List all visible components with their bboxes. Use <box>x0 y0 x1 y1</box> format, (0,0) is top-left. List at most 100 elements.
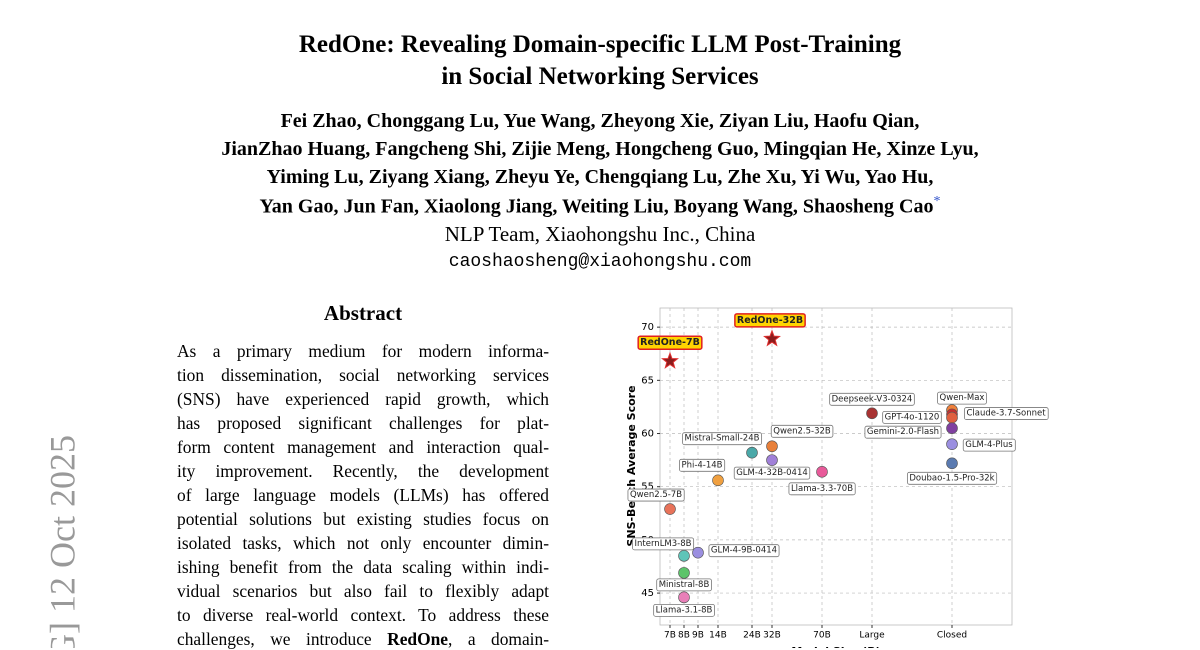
scatter-point <box>678 591 690 604</box>
x-tick-label: Large <box>859 631 885 641</box>
affiliation: NLP Team, Xiaohongshu Inc., China <box>444 222 756 246</box>
abstract-line: to diverse real-world context. To addres… <box>177 605 549 625</box>
y-tick-label: 70 <box>641 322 654 333</box>
point-label: Llama-3.1-8B <box>653 603 715 617</box>
y-tick-label: 65 <box>641 375 654 386</box>
label-box <box>627 488 685 502</box>
abstract-line: form content management and interaction … <box>177 437 549 457</box>
label-box <box>734 313 806 328</box>
label-text: Llama-3.1-8B <box>656 605 713 615</box>
label-box <box>906 471 998 485</box>
scatter-point <box>946 438 958 450</box>
point-label: Claude-3.7-Sonnet <box>964 407 1049 420</box>
label-text: Ministral-8B <box>659 580 710 590</box>
point-label: RedOne-32B <box>734 313 806 328</box>
point-label: InternLM3-8B <box>632 537 695 551</box>
label-text: GLM-4-32B-0414 <box>736 468 808 478</box>
point-label: Doubao-1.5-Pro-32k <box>906 471 998 485</box>
abstract-line: (SNS) have experienced rapid growth, whi… <box>177 389 549 409</box>
label-text: Claude-3.7-Sonnet <box>966 409 1046 419</box>
y-axis-label: SNS-Bench Average Score <box>625 385 638 546</box>
author-line: JianZhao Huang, Fangcheng Shi, Zijie Men… <box>221 138 979 160</box>
x-tick-label: 9B <box>692 631 704 641</box>
label-box <box>788 482 856 496</box>
point-label: Gemini-2.0-Flash <box>864 425 942 439</box>
title-line: RedOne: Revealing Domain-specific LLM Po… <box>298 31 902 58</box>
scatter-point <box>712 474 724 487</box>
abstract-line: vidual scenarios but also fail to flexib… <box>177 581 549 601</box>
author-names: Yan Gao, Jun Fan, Xiaolong Jiang, Weitin… <box>259 195 934 218</box>
scatter-point <box>946 422 958 435</box>
point-label: GLM-4-Plus <box>962 438 1016 452</box>
label-box <box>682 432 763 446</box>
point-label: Ministral-8B <box>656 578 712 592</box>
x-tick-label: Closed <box>937 631 967 641</box>
abstract-line: As a primary medium for modern informa- <box>177 341 549 361</box>
scatter-point <box>664 503 676 515</box>
label-text: Llama-3.3-70B <box>791 484 853 494</box>
scatter-point <box>866 407 878 420</box>
x-tick-label: 7B <box>664 631 676 641</box>
scatter-point <box>678 567 690 579</box>
emphasis: RedOne <box>387 629 449 649</box>
text: challenges, we introduce <box>177 629 388 649</box>
scatter-point <box>746 446 758 459</box>
point-label: Llama-3.3-70B <box>788 482 856 496</box>
label-box <box>679 458 726 472</box>
label-text: InternLM3-8B <box>635 539 692 549</box>
label-text: Qwen2.5-7B <box>630 490 682 500</box>
abstract-line: ity improvement. Recently, the developme… <box>177 461 549 481</box>
label-box <box>653 603 715 617</box>
abstract-line: isolated tasks, which not only encounter… <box>177 533 549 553</box>
scatter-point <box>692 546 704 559</box>
label-text: Doubao-1.5-Pro-32k <box>909 473 994 483</box>
label-box <box>733 466 811 480</box>
label-box <box>632 537 695 551</box>
abstract-line: has proposed significant challenges for … <box>177 413 549 433</box>
abstract-heading: Abstract <box>323 301 403 325</box>
point-label: Mistral-Small-24B <box>682 432 763 446</box>
author-line: Fei Zhao, Chonggang Lu, Yue Wang, Zheyon… <box>280 110 920 132</box>
label-text: GLM-4-Plus <box>965 440 1013 450</box>
point-label: GPT-4o-1120 <box>882 410 942 424</box>
label-text: Qwen2.5-32B <box>773 426 831 436</box>
y-tick-label: 45 <box>641 588 654 599</box>
abstract-line: of large language models (LLMs) has offe… <box>177 485 549 505</box>
point-label: Deepseek-V3-0324 <box>829 392 915 406</box>
abstract-line: potential solutions but existing studies… <box>177 509 549 529</box>
point-label: Qwen2.5-32B <box>770 424 834 438</box>
label-text: GPT-4o-1120 <box>885 412 940 422</box>
title-line: in Social Networking Services <box>441 63 759 90</box>
star-point <box>763 329 781 347</box>
label-box <box>708 544 780 558</box>
label-text: GLM-4-9B-0414 <box>711 546 777 556</box>
scatter-point <box>946 411 958 424</box>
scatter-point <box>766 454 778 466</box>
author-line: Yiming Lu, Ziyang Xiang, Zheyu Ye, Cheng… <box>266 166 934 188</box>
scatter-point <box>946 457 958 470</box>
x-tick-label: 70B <box>813 631 831 641</box>
x-tick-label: 32B <box>763 631 781 641</box>
label-text: Mistral-Small-24B <box>685 434 760 444</box>
star-point <box>661 351 679 369</box>
x-tick-label: 14B <box>709 631 727 641</box>
x-axis-label: Model Size (B) <box>791 645 880 648</box>
scatter-point <box>766 440 778 453</box>
label-box <box>656 578 712 592</box>
abstract-line: ishing benefit from the data scaling wit… <box>177 557 549 577</box>
point-label: GLM-4-9B-0414 <box>708 544 780 558</box>
point-label: Phi-4-14B <box>679 458 726 472</box>
x-tick-label: 24B <box>743 631 761 641</box>
label-text: RedOne-32B <box>737 315 803 326</box>
point-label: RedOne-7B <box>637 335 703 350</box>
point-label: Qwen-Max <box>937 391 987 405</box>
label-box <box>864 425 942 439</box>
arxiv-side-label: G] 12 Oct 2025 <box>42 435 82 648</box>
x-tick-label: 8B <box>678 631 690 641</box>
label-text: Phi-4-14B <box>681 460 722 470</box>
label-text: RedOne-7B <box>640 337 700 348</box>
label-box <box>829 392 915 406</box>
label-text: Gemini-2.0-Flash <box>867 427 939 437</box>
